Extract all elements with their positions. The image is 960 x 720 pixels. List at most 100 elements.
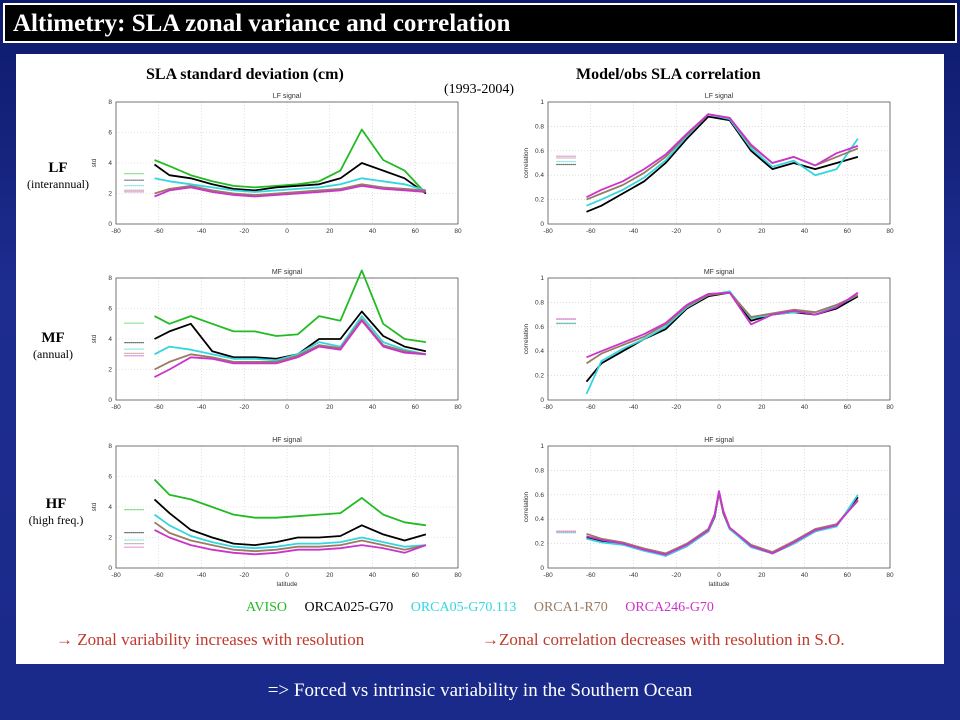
plot-frame bbox=[547, 101, 891, 225]
y-tick-label: 0.4 bbox=[535, 172, 544, 179]
y-tick-label: 0 bbox=[108, 565, 112, 572]
series-line bbox=[154, 185, 426, 198]
y-tick-label: 0 bbox=[108, 221, 112, 228]
y-tick-label: 0.2 bbox=[535, 541, 544, 548]
note-left: → Zonal variability increases with resol… bbox=[56, 630, 365, 649]
series-line bbox=[586, 490, 859, 557]
x-tick-label: 80 bbox=[886, 572, 894, 579]
y-tick-label: 8 bbox=[108, 443, 112, 450]
x-tick-label: -80 bbox=[111, 228, 121, 235]
y-axis-label: std bbox=[91, 334, 98, 343]
x-tick-label: 0 bbox=[717, 228, 721, 235]
row-label-hf-sub: (high freq.) bbox=[28, 513, 84, 527]
x-tick-label: 80 bbox=[886, 228, 894, 235]
x-tick-label: 60 bbox=[844, 404, 852, 411]
chart-title: LF signal bbox=[273, 93, 302, 100]
legend-item-2: ORCA05-G70.113 bbox=[410, 600, 517, 615]
row-label-mf-sub: (annual) bbox=[33, 347, 73, 361]
y-axis-label: correlation bbox=[523, 147, 530, 178]
y-tick-label: 0.8 bbox=[535, 299, 544, 306]
y-tick-label: 0.8 bbox=[535, 467, 544, 474]
x-tick-label: -40 bbox=[197, 228, 207, 235]
legend-item-4: ORCA246-G70 bbox=[625, 600, 714, 615]
x-tick-label: -60 bbox=[154, 572, 164, 579]
x-tick-label: -60 bbox=[154, 404, 164, 411]
x-tick-label: -60 bbox=[586, 572, 596, 579]
x-tick-label: -40 bbox=[629, 404, 639, 411]
y-tick-label: 0.4 bbox=[535, 516, 544, 523]
x-tick-label: 20 bbox=[758, 404, 766, 411]
plot-frame bbox=[547, 277, 891, 401]
series-line bbox=[154, 319, 426, 378]
slide-title: Altimetry: SLA zonal variance and correl… bbox=[13, 10, 511, 37]
x-tick-label: 0 bbox=[717, 572, 721, 579]
x-tick-label: 80 bbox=[454, 228, 462, 235]
plot-frame bbox=[115, 101, 459, 225]
chart-lf-correlation: LF signal -80 -60 -40 -20 0 20 40 60 80 0 0.2 0.4 0.6… bbox=[523, 93, 894, 235]
note-right: →Zonal correlation decreases with resolu… bbox=[482, 630, 845, 649]
x-tick-label: -40 bbox=[197, 572, 207, 579]
chart-hf-correlation: HF signal -80 -60 -40 -20 0 20 40 60 80 0 0.2 0.4 0.6… bbox=[523, 437, 894, 588]
row-label-lf-name: LF bbox=[48, 160, 68, 176]
x-tick-label: 0 bbox=[285, 228, 289, 235]
y-tick-label: 2 bbox=[108, 191, 112, 198]
chart-hf-std: HF signal -80 -60 -40 -20 0 20 40 60 80 0 2 4 6 8 std la… bbox=[91, 437, 462, 588]
x-tick-label: 40 bbox=[369, 404, 377, 411]
x-tick-label: 20 bbox=[758, 228, 766, 235]
x-tick-label: 80 bbox=[886, 404, 894, 411]
y-tick-label: 0.2 bbox=[535, 373, 544, 380]
conclusion: => Forced vs intrinsic variability in th… bbox=[267, 680, 693, 701]
y-tick-label: 4 bbox=[108, 160, 112, 167]
row-label-hf: HF (high freq.) bbox=[16, 496, 96, 528]
y-tick-label: 6 bbox=[108, 130, 112, 137]
y-axis-label: std bbox=[91, 158, 98, 167]
x-tick-label: 80 bbox=[454, 404, 462, 411]
x-tick-label: -80 bbox=[111, 572, 121, 579]
x-tick-label: 40 bbox=[801, 572, 809, 579]
series-line bbox=[586, 490, 859, 556]
chart-mf-std: MF signal -80 -60 -40 -20 0 20 40 60 80 0 2 4 6 8 std bbox=[91, 269, 462, 411]
x-tick-label: 0 bbox=[285, 404, 289, 411]
row-label-mf-name: MF bbox=[41, 330, 65, 346]
y-tick-label: 4 bbox=[108, 336, 112, 343]
x-tick-label: -60 bbox=[586, 404, 596, 411]
y-tick-label: 0.6 bbox=[535, 324, 544, 331]
legend-item-1: ORCA025-G70 bbox=[304, 600, 394, 615]
x-tick-label: 40 bbox=[801, 404, 809, 411]
x-tick-label: -60 bbox=[586, 228, 596, 235]
x-tick-label: -20 bbox=[672, 404, 682, 411]
series-line bbox=[154, 318, 427, 371]
y-tick-label: 0 bbox=[540, 397, 544, 404]
right-column-title: Model/obs SLA correlation bbox=[576, 66, 761, 83]
x-tick-label: 20 bbox=[326, 404, 334, 411]
chart-lf-std: LF signal -80 -60 -40 -20 0 20 40 60 80 0 2 4 6 8 std bbox=[91, 93, 462, 235]
x-tick-label: 60 bbox=[844, 228, 852, 235]
x-tick-label: 0 bbox=[285, 572, 289, 579]
x-tick-label: 20 bbox=[326, 572, 334, 579]
y-tick-label: 0.8 bbox=[535, 123, 544, 130]
y-tick-label: 0 bbox=[108, 397, 112, 404]
x-tick-label: 60 bbox=[412, 572, 420, 579]
row-label-lf-sub: (interannual) bbox=[27, 177, 89, 191]
y-axis-label: correlation bbox=[523, 491, 530, 522]
y-tick-label: 0.4 bbox=[535, 348, 544, 355]
row-label-hf-name: HF bbox=[45, 496, 67, 512]
x-tick-label: -20 bbox=[672, 572, 682, 579]
legend-item-3: ORCA1-R70 bbox=[533, 600, 608, 615]
y-axis-label: correlation bbox=[523, 323, 530, 354]
series-line bbox=[586, 291, 859, 359]
series-line bbox=[153, 498, 427, 546]
x-tick-label: 40 bbox=[369, 228, 377, 235]
series-line bbox=[585, 291, 859, 383]
chart-title: MF signal bbox=[272, 269, 303, 276]
y-tick-label: 0.2 bbox=[535, 197, 544, 204]
period-label: (1993-2004) bbox=[444, 82, 514, 97]
x-tick-label: 80 bbox=[454, 572, 462, 579]
x-tick-label: -80 bbox=[111, 404, 121, 411]
x-tick-label: -80 bbox=[543, 228, 553, 235]
x-tick-label: -80 bbox=[543, 404, 553, 411]
y-tick-label: 1 bbox=[540, 99, 544, 106]
x-tick-label: -20 bbox=[672, 228, 682, 235]
x-tick-label: 0 bbox=[717, 404, 721, 411]
plot-frame bbox=[115, 277, 459, 401]
